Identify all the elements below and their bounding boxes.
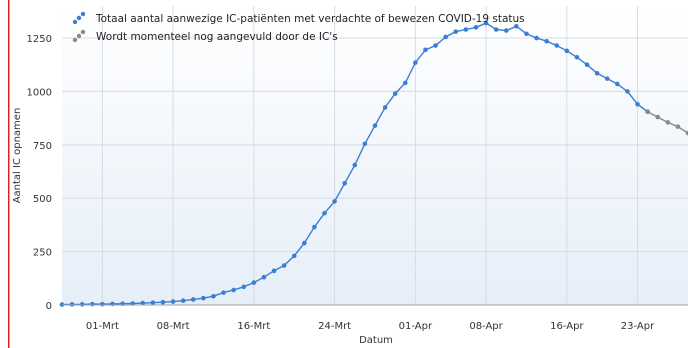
data-point-main[interactable] [190, 297, 196, 302]
plot-area [62, 6, 688, 305]
data-point-main[interactable] [291, 253, 297, 259]
data-point-main[interactable] [241, 284, 247, 290]
data-point-main[interactable] [392, 91, 398, 96]
data-point-main[interactable] [251, 280, 257, 285]
legend-icon-dot [80, 11, 86, 17]
data-point-main[interactable] [443, 34, 448, 40]
y-axis-title: Aantal IC opnamen [12, 108, 23, 204]
data-point-main[interactable] [362, 141, 368, 147]
data-point-main[interactable] [79, 302, 85, 307]
data-point-main[interactable] [372, 123, 378, 128]
data-point-main[interactable] [615, 81, 620, 87]
data-point-main[interactable] [69, 302, 75, 307]
y-tick-label: 500 [33, 194, 52, 205]
data-point-main[interactable] [110, 301, 115, 307]
data-point-main[interactable] [584, 62, 590, 68]
data-point-main[interactable] [352, 162, 358, 168]
data-point-main[interactable] [160, 299, 166, 305]
x-tick-label: 01-Mrt [86, 321, 119, 332]
legend-entry-main[interactable]: Totaal aantal aanwezige IC-patiënten met… [95, 13, 525, 25]
legend-icon-dot [76, 33, 82, 39]
legend-icon-dot [72, 19, 78, 25]
grid-lines [62, 6, 688, 306]
legend-entry-pending[interactable]: Wordt momenteel nog aangevuld door de IC… [96, 31, 338, 43]
data-point-main[interactable] [342, 180, 348, 186]
data-point-main[interactable] [382, 105, 388, 110]
data-point-main[interactable] [271, 268, 277, 274]
data-point-main[interactable] [514, 23, 519, 29]
data-point-main[interactable] [524, 31, 529, 37]
data-point-main[interactable] [574, 54, 580, 60]
data-point-main[interactable] [221, 290, 226, 295]
data-point-main[interactable] [544, 38, 549, 44]
legend-icon-dot [80, 29, 86, 35]
data-point-main[interactable] [170, 299, 176, 304]
y-axis-ticks: 0 250 500 750 1000 1250 [27, 34, 52, 312]
x-tick-label: 16-Mrt [237, 321, 270, 332]
x-tick-label: 08-Apr [469, 321, 503, 332]
legend-icon-dot [76, 15, 82, 21]
data-point-pending[interactable] [685, 130, 688, 136]
x-tick-label: 08-Mrt [157, 321, 190, 332]
data-point-main[interactable] [473, 25, 479, 30]
data-point-main[interactable] [281, 263, 287, 268]
legend-icon-dot [72, 37, 78, 43]
data-point-pending[interactable] [645, 109, 650, 115]
data-point-main[interactable] [302, 240, 307, 246]
y-tick-label: 1250 [27, 34, 52, 45]
data-point-main[interactable] [483, 20, 489, 26]
data-point-main[interactable] [140, 300, 146, 306]
legend-series-icon-pending [72, 29, 86, 43]
data-point-main[interactable] [100, 301, 105, 307]
y-tick-label: 1000 [27, 87, 52, 98]
data-point-main[interactable] [453, 29, 459, 34]
data-point-main[interactable] [493, 27, 499, 32]
data-point-main[interactable] [413, 60, 418, 65]
data-point-main[interactable] [625, 89, 630, 94]
data-point-main[interactable] [564, 48, 570, 54]
data-point-main[interactable] [150, 300, 156, 305]
data-point-main[interactable] [463, 27, 469, 32]
legend[interactable]: Totaal aantal aanwezige IC-patiënten met… [72, 11, 525, 43]
data-point-main[interactable] [180, 298, 186, 304]
data-point-main[interactable] [402, 80, 408, 86]
y-tick-label: 0 [46, 301, 52, 312]
data-point-main[interactable] [503, 28, 509, 33]
x-tick-label: 23-Apr [621, 321, 655, 332]
data-point-main[interactable] [554, 43, 560, 48]
data-point-main[interactable] [635, 101, 640, 107]
x-axis-title: Datum [359, 335, 393, 346]
data-point-main[interactable] [322, 210, 327, 216]
legend-series-icon-main [72, 11, 86, 25]
data-point-main[interactable] [312, 224, 317, 230]
data-point-main[interactable] [594, 70, 600, 76]
left-frame-line [8, 0, 10, 348]
data-point-main[interactable] [201, 295, 206, 301]
data-point-pending[interactable] [655, 114, 661, 120]
x-tick-label: 01-Apr [399, 321, 433, 332]
data-point-main[interactable] [423, 47, 428, 53]
y-tick-label: 250 [33, 248, 52, 259]
data-point-main[interactable] [332, 199, 337, 204]
data-point-pending[interactable] [665, 120, 671, 125]
data-point-main[interactable] [433, 43, 438, 48]
x-tick-label: 24-Mrt [318, 321, 351, 332]
data-point-main[interactable] [534, 35, 539, 41]
x-axis-ticks: 01-Mrt 08-Mrt 16-Mrt 24-Mrt 01-Apr 08-Apr 16-A… [86, 321, 655, 332]
data-point-pending[interactable] [675, 124, 681, 129]
x-tick-label: 16-Apr [550, 321, 584, 332]
data-point-main[interactable] [261, 274, 267, 280]
data-point-main[interactable] [89, 301, 95, 307]
y-tick-label: 750 [33, 141, 52, 152]
data-point-main[interactable] [211, 293, 216, 299]
data-point-main[interactable] [604, 76, 610, 81]
data-point-main[interactable] [231, 287, 236, 293]
